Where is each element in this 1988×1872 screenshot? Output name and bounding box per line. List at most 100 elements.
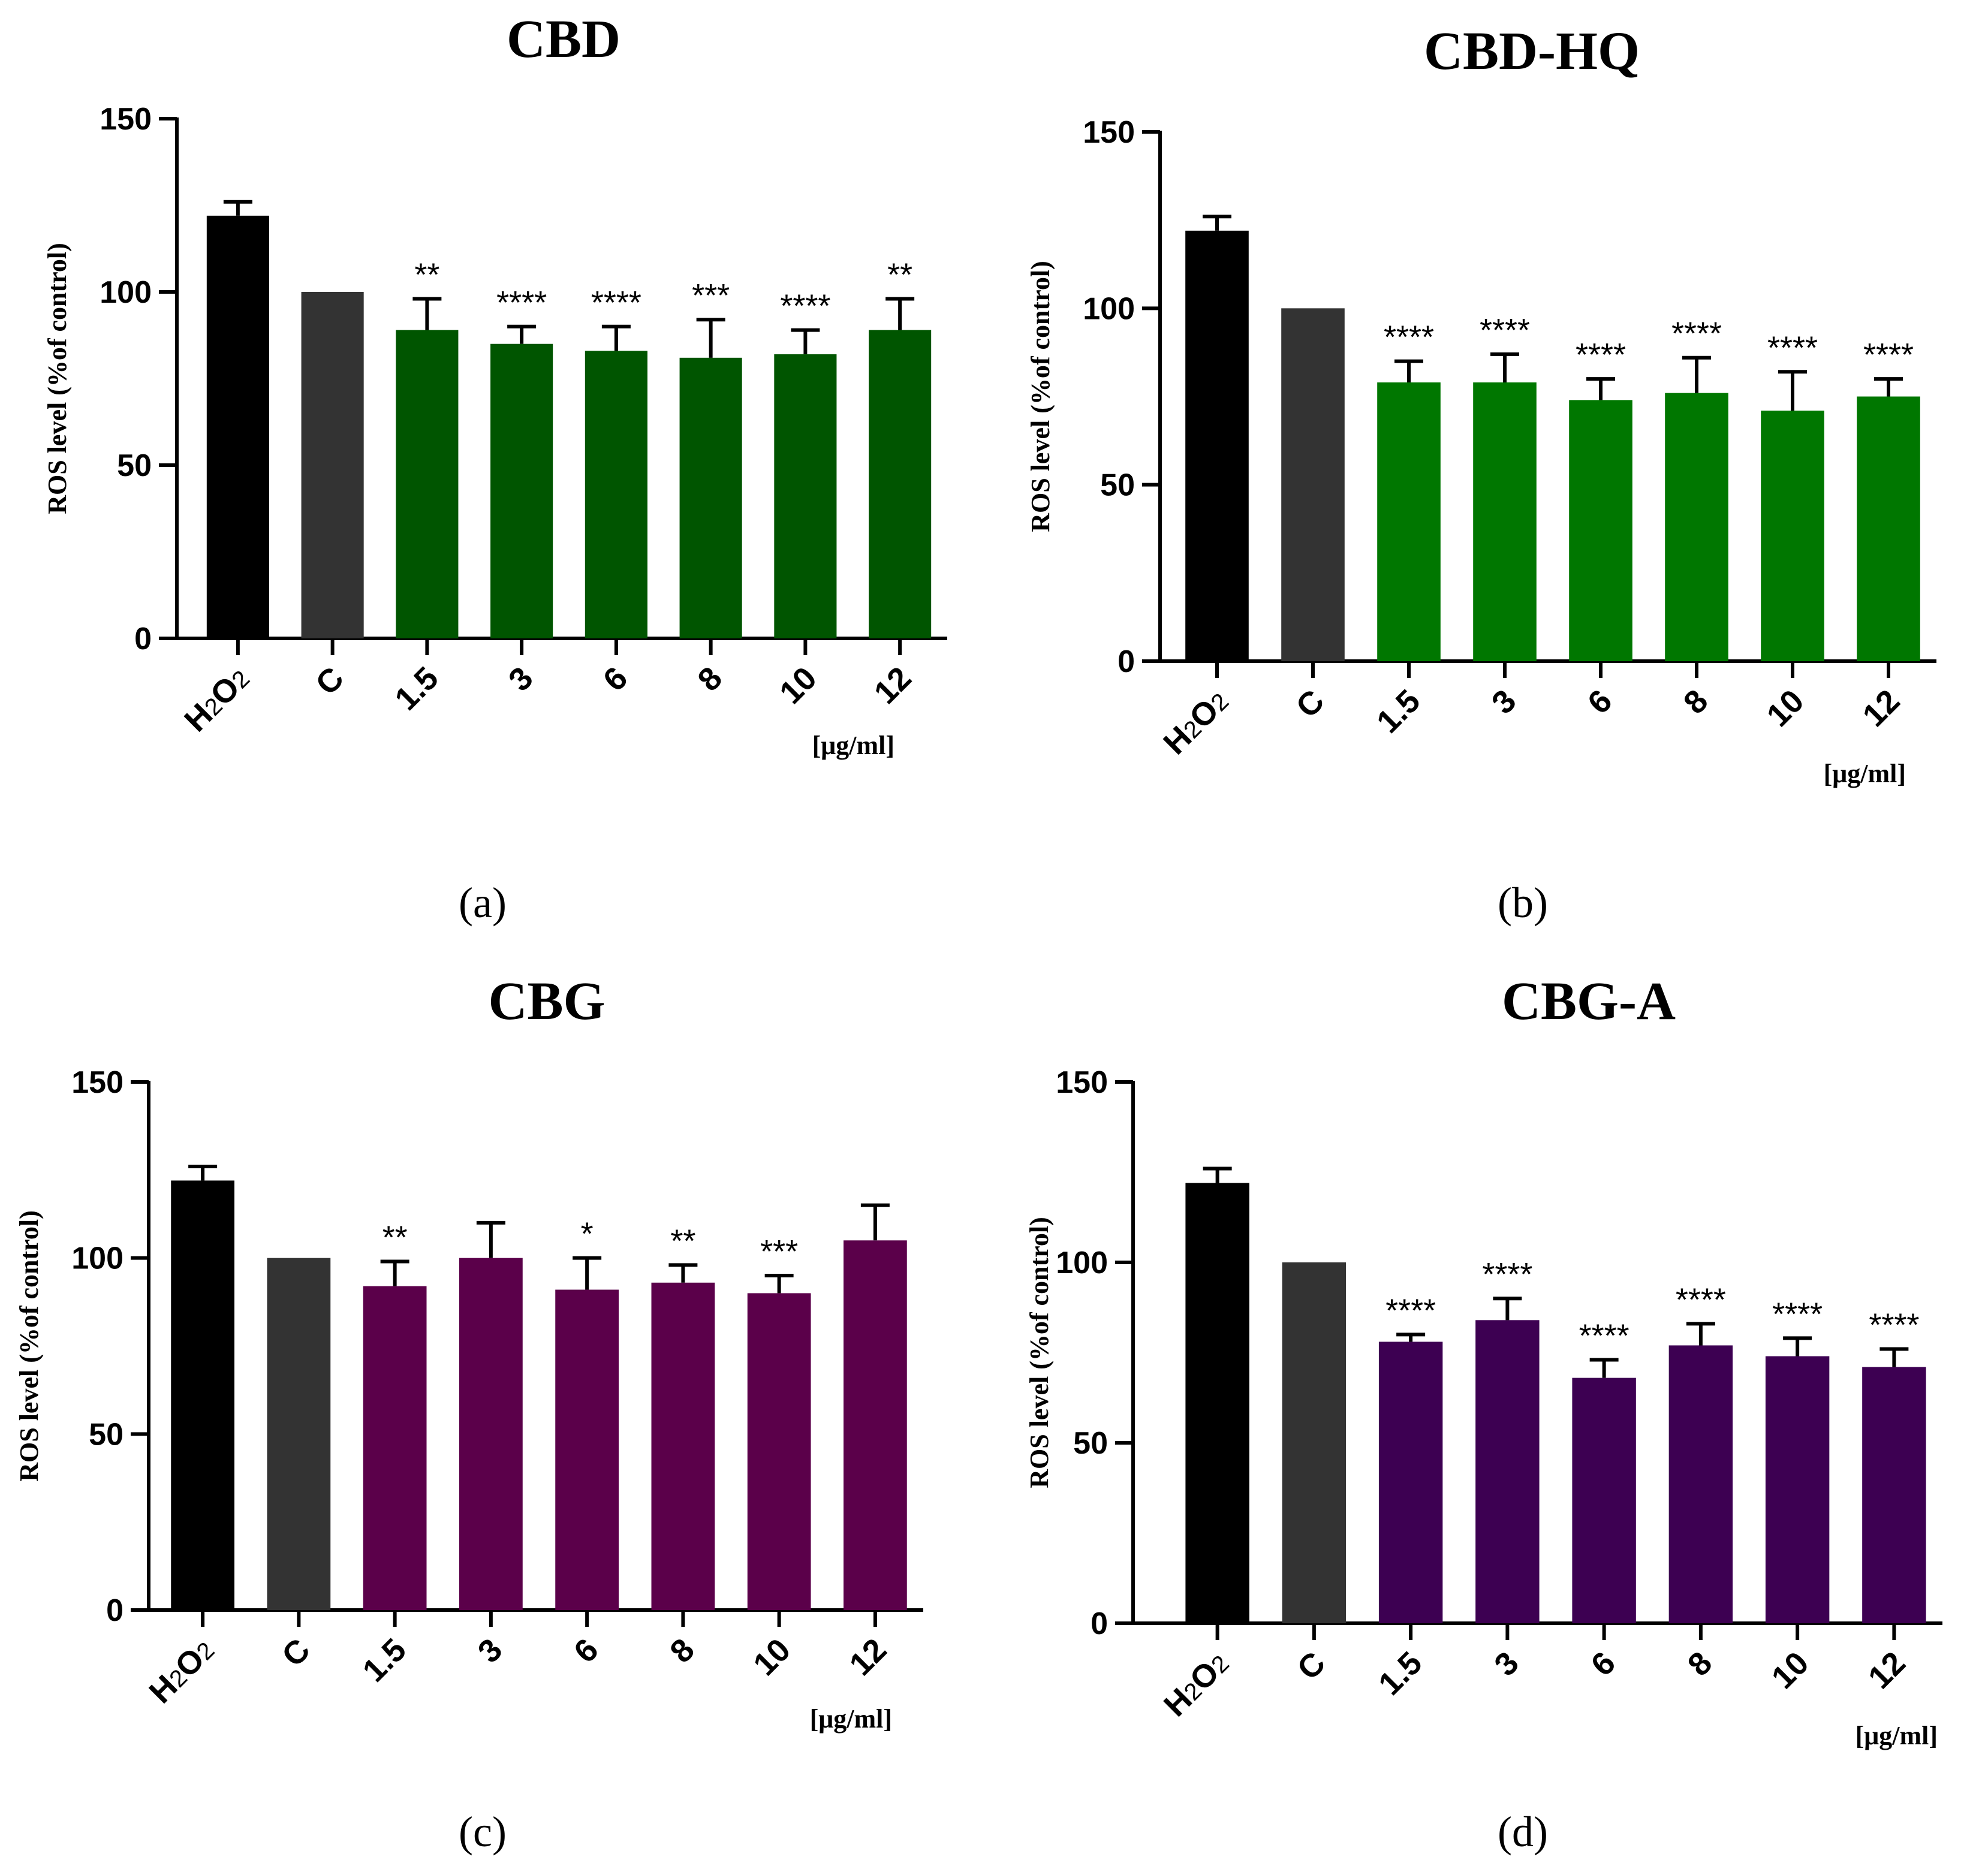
panel-2-xtick-label-0: H2O2 [142,1632,221,1710]
panel-0-xtick-label-0: H2O2 [177,660,256,738]
panel-0-ylabel: ROS level (%of control) [43,243,72,514]
panel-2-xtick-label-3: 3 [471,1632,510,1670]
panel-1-sig-3: **** [1480,312,1530,348]
panel-2-ytick-label-3: 150 [71,1065,124,1100]
panel-2: CBG ROS level (%of control) 0 50 100 150 H2O2 C… [14,972,923,1856]
panel-2-caption: (c) [459,1808,507,1856]
panel-1-sig-2: **** [1384,319,1434,355]
panel-3-sig-2: **** [1385,1292,1436,1328]
panel-0-bar-6 [774,354,837,638]
panel-1-xtick-label-0: H2O2 [1156,683,1235,761]
panel-3-sig-4: **** [1579,1318,1629,1354]
panel-0-xtick-label-5: 8 [691,660,729,698]
panel-0-xtick-label-4: 6 [597,660,635,698]
panel-2-sig-4: * [581,1216,594,1252]
panel-1-bar-5 [1665,393,1728,661]
panel-1-bar-6 [1761,411,1824,661]
panel-0-bar-2 [396,330,459,638]
panel-2-ytick-label-1: 50 [89,1417,124,1452]
panel-2-sig-2: ** [382,1220,408,1256]
panel-1-bar-0 [1185,230,1249,661]
panel-3-xtick-label-7: 12 [1862,1645,1912,1696]
panel-2-bar-5 [651,1282,715,1610]
panel-1-xtick-label-4: 6 [1581,683,1619,721]
panel-3-title: CBG-A [1502,972,1676,1031]
panel-1-ytick-label-1: 50 [1100,468,1135,503]
panel-3-bar-4 [1572,1377,1636,1623]
panel-2-ytick-label-2: 100 [71,1241,124,1276]
panel-3-ytick-label-0: 0 [1091,1606,1108,1641]
panel-1-unit-label: [μg/ml] [1824,759,1906,788]
panel-3-xtick-label-4: 6 [1584,1645,1622,1683]
panel-2-ylabel: ROS level (%of control) [14,1210,44,1482]
panel-3-bar-1 [1282,1262,1347,1623]
panel-3-bar-2 [1378,1342,1443,1623]
panel-1-bar-4 [1569,400,1632,661]
panel-2-bar-2 [363,1286,427,1610]
panel-0: CBD ROS level (%of control) 0 50 100 150 H2O2 C… [43,10,947,927]
panel-1-ytick-label-2: 100 [1083,291,1135,326]
panel-0-ytick-label-0: 0 [134,622,152,656]
panel-1-sig-7: **** [1863,337,1914,373]
panel-0-caption: (a) [459,879,507,927]
panel-2-xtick-label-1: C [275,1632,317,1674]
panel-3-bar-5 [1668,1345,1733,1623]
panel-0-ytick-label-3: 150 [100,102,152,137]
panel-3-ytick-label-2: 100 [1056,1246,1108,1280]
panel-1-xtick-label-2: 1.5 [1370,683,1427,740]
panel-0-xtick-label-2: 1.5 [388,660,445,718]
panel-1-sig-4: **** [1576,337,1626,373]
panel-1-ylabel: ROS level (%of control) [1026,261,1055,532]
panel-1-bar-1 [1281,308,1345,661]
panel-0-sig-6: **** [780,288,830,324]
panel-2-xtick-label-5: 8 [663,1632,701,1670]
panel-2-bar-7 [843,1240,907,1610]
panel-0-bar-5 [679,357,742,638]
panel-0-sig-3: **** [496,285,547,321]
panel-3-caption: (d) [1498,1808,1548,1856]
panel-0-bar-4 [585,351,647,638]
panel-3-sig-3: **** [1482,1256,1532,1292]
panel-3-xtick-label-1: C [1290,1645,1332,1687]
panel-0-xtick-label-1: C [309,660,351,702]
panel-0-bar-1 [301,292,364,638]
panel-1-ytick-label-0: 0 [1118,644,1135,679]
panel-0-xtick-label-6: 10 [773,660,824,711]
panel-1-xtick-label-7: 12 [1856,683,1907,734]
panel-3-bar-0 [1185,1183,1249,1623]
panel-2-unit-label: [μg/ml] [810,1704,892,1734]
panel-0-xtick-label-7: 12 [868,660,918,711]
panel-1-ytick-label-3: 150 [1083,115,1135,150]
panel-3-xtick-label-2: 1.5 [1372,1645,1429,1702]
panel-1-sig-6: **** [1767,330,1818,366]
panel-3-bar-7 [1862,1367,1926,1623]
panel-3-sig-7: **** [1869,1307,1919,1343]
panel-1-title: CBD-HQ [1424,22,1640,81]
panel-3-ytick-label-3: 150 [1056,1065,1108,1100]
panel-2-xtick-label-6: 10 [746,1632,797,1683]
panel-1-sig-5: **** [1671,316,1722,352]
panel-0-unit-label: [μg/ml] [812,731,894,760]
panel-2-xtick-label-7: 12 [842,1632,893,1683]
panel-3-xtick-label-0: H2O2 [1157,1645,1236,1723]
panel-0-ytick-label-1: 50 [117,448,152,483]
panel-0-sig-2: ** [414,257,439,293]
panel-3-xtick-label-5: 8 [1681,1645,1719,1683]
panel-3: CBG-A ROS level (%of control) 0 50 100 150 H2O… [1025,972,1942,1856]
panel-1-xtick-label-3: 3 [1485,683,1523,721]
panel-2-bar-6 [747,1293,811,1610]
panel-0-xtick-label-3: 3 [502,660,540,698]
panel-3-xtick-label-6: 10 [1765,1645,1816,1696]
panel-3-ylabel: ROS level (%of control) [1025,1217,1054,1488]
panel-3-unit-label: [μg/ml] [1856,1721,1938,1750]
panel-0-bar-0 [206,215,269,639]
panel-1-caption: (b) [1498,879,1548,927]
panel-2-xtick-label-2: 1.5 [356,1632,414,1689]
panel-1-bar-7 [1857,396,1920,661]
panel-1-xtick-label-1: C [1289,683,1331,725]
panel-3-bar-3 [1475,1320,1540,1623]
panel-3-bar-6 [1765,1356,1830,1623]
panel-1-xtick-label-6: 10 [1760,683,1811,734]
panel-2-sig-6: *** [760,1234,798,1270]
